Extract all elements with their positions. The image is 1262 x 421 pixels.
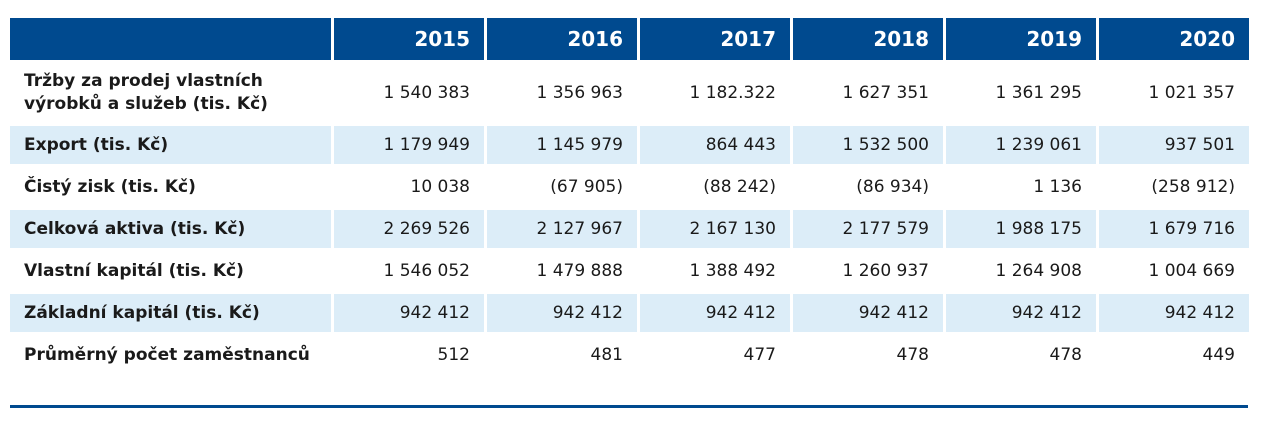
value-cell: 1 988 175 — [946, 210, 1096, 248]
value-cell: (67 905) — [550, 177, 623, 197]
value-cell: 1 260 937 — [842, 261, 929, 281]
header-row: 2015 2016 2017 2018 2019 2020 — [10, 18, 1249, 60]
value-cell: 937 501 — [1099, 126, 1249, 164]
value-cell: 1 239 061 — [946, 126, 1096, 164]
value-cell: 1 627 351 — [842, 83, 929, 103]
value-cell: 1 388 492 — [689, 261, 776, 281]
table-row: Tržby za prodej vlastních výrobků a služe… — [10, 64, 1249, 122]
value-cell: 478 — [1049, 345, 1082, 365]
value-cell: 512 — [437, 345, 470, 365]
value-cell: 10 038 — [410, 177, 470, 197]
value-cell: 449 — [1202, 345, 1235, 365]
value-cell: 2 269 526 — [334, 210, 484, 248]
value-cell: 1 145 979 — [487, 126, 637, 164]
table-row: Základní kapitál (tis. Kč) 942 412 942 4… — [10, 294, 1249, 332]
value-cell: 2 167 130 — [640, 210, 790, 248]
value-cell: 1 540 383 — [383, 83, 470, 103]
value-cell: 2 177 579 — [793, 210, 943, 248]
value-cell: 1 264 908 — [995, 261, 1082, 281]
value-cell: 942 412 — [1099, 294, 1249, 332]
year-header: 2015 — [334, 18, 484, 60]
row-label: Tržby za prodej vlastních výrobků a služe… — [10, 64, 331, 122]
value-cell: 1 546 052 — [383, 261, 470, 281]
value-cell: 1 004 669 — [1148, 261, 1235, 281]
table-bottom-rule — [10, 405, 1248, 408]
value-cell: 1 532 500 — [793, 126, 943, 164]
value-cell: 942 412 — [793, 294, 943, 332]
value-cell: 2 127 967 — [487, 210, 637, 248]
value-cell: 1 356 963 — [536, 83, 623, 103]
value-cell: 864 443 — [640, 126, 790, 164]
year-header: 2019 — [946, 18, 1096, 60]
value-cell: 1 361 295 — [995, 83, 1082, 103]
row-label: Čistý zisk (tis. Kč) — [24, 176, 196, 197]
value-cell: 942 412 — [334, 294, 484, 332]
table-row: Vlastní kapitál (tis. Kč) 1 546 052 1 47… — [10, 252, 1249, 290]
table-row: Čistý zisk (tis. Kč) 10 038 (67 905) (88… — [10, 168, 1249, 206]
financial-table-container: 2015 2016 2017 2018 2019 2020 Tržby za p… — [10, 18, 1249, 378]
row-label-line: Tržby za prodej vlastních — [24, 71, 263, 91]
table-row: Export (tis. Kč) 1 179 949 1 145 979 864… — [10, 126, 1249, 164]
value-cell: 1 182.322 — [689, 83, 776, 103]
value-cell: 942 412 — [946, 294, 1096, 332]
row-label: Celková aktiva (tis. Kč) — [10, 210, 331, 248]
financial-table: 2015 2016 2017 2018 2019 2020 Tržby za p… — [7, 14, 1252, 378]
value-cell: 1 136 — [1033, 177, 1082, 197]
year-header: 2018 — [793, 18, 943, 60]
year-header: 2017 — [640, 18, 790, 60]
value-cell: 1 021 357 — [1148, 83, 1235, 103]
table-row: Celková aktiva (tis. Kč) 2 269 526 2 127… — [10, 210, 1249, 248]
header-corner-cell — [10, 18, 331, 60]
value-cell: 1 679 716 — [1099, 210, 1249, 248]
row-label: Export (tis. Kč) — [10, 126, 331, 164]
value-cell: (88 242) — [703, 177, 776, 197]
value-cell: 481 — [590, 345, 623, 365]
row-label-line: výrobků a služeb (tis. Kč) — [24, 94, 268, 114]
value-cell: (258 912) — [1151, 177, 1235, 197]
table-row: Průměrný počet zaměstnanců 512 481 477 4… — [10, 336, 1249, 374]
year-header: 2016 — [487, 18, 637, 60]
row-label: Vlastní kapitál (tis. Kč) — [24, 260, 244, 281]
row-label: Průměrný počet zaměstnanců — [24, 344, 310, 365]
value-cell: 1 479 888 — [536, 261, 623, 281]
value-cell: 478 — [896, 345, 929, 365]
value-cell: 942 412 — [487, 294, 637, 332]
value-cell: 1 179 949 — [334, 126, 484, 164]
year-header: 2020 — [1099, 18, 1249, 60]
value-cell: (86 934) — [856, 177, 929, 197]
row-label: Základní kapitál (tis. Kč) — [10, 294, 331, 332]
value-cell: 942 412 — [640, 294, 790, 332]
value-cell: 477 — [743, 345, 776, 365]
